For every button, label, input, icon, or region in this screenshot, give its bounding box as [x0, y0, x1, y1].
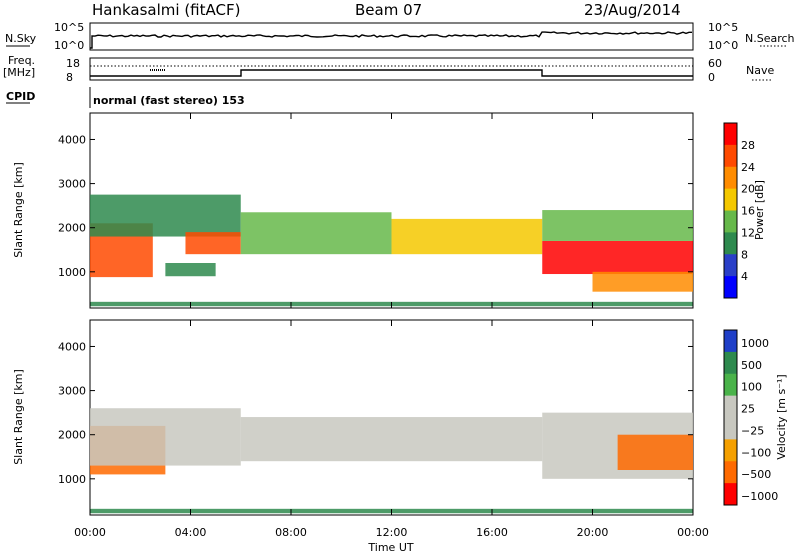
freq-label: Freq.: [8, 54, 35, 67]
freq-tick-bottom: 8: [66, 71, 73, 84]
velocity-ylabel: Slant Range [km]: [12, 369, 25, 465]
power-colorbar-label: Power [dB]: [753, 180, 766, 240]
velocity-colorbar-tick-7: −1000: [741, 490, 778, 503]
power-band-1: [90, 194, 241, 237]
power-ytick-label-2: 3000: [58, 178, 86, 191]
velocity-colorbar-seg-2: [724, 373, 737, 397]
velocity-band-1: [90, 408, 241, 466]
freq-frame: [89, 57, 694, 81]
velocity-colorbar: [723, 329, 738, 506]
power-colorbar: [723, 122, 738, 299]
velocity-data-bands: [90, 408, 693, 514]
velocity-colorbar-seg-6: [724, 461, 737, 484]
velocity-ytick-label-0: 1000: [58, 473, 86, 486]
xtick-label-1: 04:00: [175, 526, 207, 539]
power-ylabel: Slant Range [km]: [12, 162, 25, 258]
power-band-2: [185, 232, 241, 255]
velocity-ytick-label-3: 4000: [58, 340, 86, 353]
cpid-text: normal (fast stereo) 153: [93, 94, 245, 107]
power-colorbar-tick-5: 8: [741, 248, 748, 261]
nsky-panel: N.Sky 10^5 10^0 10^5 10^0 N.Search: [5, 21, 795, 52]
velocity-colorbar-tick-2: 100: [741, 381, 762, 394]
power-colorbar-frame: [723, 122, 738, 299]
nsearch-tick-top: 10^5: [708, 21, 738, 34]
power-colorbar-tick-4: 12: [741, 226, 755, 239]
velocity-colorbar-tick-5: −100: [741, 446, 771, 459]
nave-label: Nave: [746, 64, 774, 77]
power-ytick-label-0: 1000: [58, 266, 86, 279]
freq-tick-top: 18: [66, 57, 80, 70]
velocity-colorbar-frame: [723, 329, 738, 506]
freq-trace: [90, 69, 693, 77]
power-colorbar-tick-3: 16: [741, 205, 755, 218]
power-band-3: [165, 263, 216, 277]
velocity-colorbar-seg-5: [724, 439, 737, 462]
power-colorbar-seg-4: [724, 210, 737, 233]
velocity-colorbar-seg-0: [724, 330, 737, 353]
velocity-colorbar-tick-1: 500: [741, 359, 762, 372]
velocity-colorbar-seg-7: [724, 483, 737, 506]
xtick-label-4: 16:00: [476, 526, 508, 539]
power-colorbar-tick-6: 4: [741, 270, 748, 283]
nsky-label: N.Sky: [5, 32, 37, 45]
cpid-label: CPID: [6, 90, 35, 103]
power-colorbar-seg-3: [724, 188, 737, 211]
velocity-colorbar-seg-1: [724, 351, 737, 375]
power-colorbar-tick-2: 20: [741, 183, 755, 196]
power-band-8: [592, 271, 693, 292]
power-band-7: [542, 210, 693, 241]
velocity-band-4: [617, 434, 693, 470]
velocity-colorbar-seg-3: [724, 395, 737, 418]
power-data-bands: [90, 194, 693, 307]
beam-title: Beam 07: [355, 1, 422, 19]
nsearch-tick-bottom: 10^0: [708, 39, 738, 52]
date-title: 23/Aug/2014: [584, 1, 681, 19]
freq-panel: Freq. [MHz] 18 8 60 0 Nave: [3, 54, 774, 84]
power-colorbar-seg-7: [724, 276, 737, 299]
velocity-ytick-label-1: 2000: [58, 429, 86, 442]
power-colorbar-seg-5: [724, 232, 737, 255]
xtick-label-2: 08:00: [275, 526, 307, 539]
nsky-tick-top: 10^5: [54, 21, 84, 34]
nave-tick-top: 60: [708, 57, 722, 70]
nsky-tick-bottom: 10^0: [54, 39, 84, 52]
freq-unit-label: [MHz]: [3, 66, 35, 79]
xtick-label-6: 00:00: [677, 526, 709, 539]
velocity-colorbar-tick-4: −25: [741, 424, 764, 437]
xtick-label-3: 12:00: [376, 526, 408, 539]
power-colorbar-seg-2: [724, 166, 737, 190]
velocity-colorbar-label: Velocity [m s⁻¹]: [775, 374, 788, 459]
velocity-colorbar-tick-3: 25: [741, 403, 755, 416]
power-colorbar-seg-1: [724, 144, 737, 168]
x-axis-label: Time UT: [367, 541, 413, 554]
radar-title: Hankasalmi (fitACF): [92, 1, 240, 19]
nsearch-label: N.Search: [745, 32, 795, 45]
nsky-trace: [90, 31, 692, 49]
velocity-colorbar-tick-6: −500: [741, 468, 771, 481]
power-colorbar-seg-0: [724, 123, 737, 146]
power-colorbar-tick-1: 24: [741, 161, 755, 174]
power-ytick-label-1: 2000: [58, 222, 86, 235]
nave-tick-bottom: 0: [708, 71, 715, 84]
nsky-frame: [89, 22, 694, 51]
velocity-ytick-label-2: 3000: [58, 385, 86, 398]
power-band-4: [240, 212, 392, 255]
velocity-band-2: [240, 417, 543, 462]
power-band-5: [391, 218, 543, 255]
velocity-colorbar-tick-0: 1000: [741, 337, 769, 350]
xtick-label-5: 20:00: [577, 526, 609, 539]
power-colorbar-tick-0: 28: [741, 139, 755, 152]
velocity-colorbar-seg-4: [724, 417, 737, 440]
power-colorbar-seg-6: [724, 254, 737, 277]
xtick-label-0: 00:00: [74, 526, 106, 539]
power-band-6: [542, 240, 693, 275]
power-ytick-label-3: 4000: [58, 133, 86, 146]
